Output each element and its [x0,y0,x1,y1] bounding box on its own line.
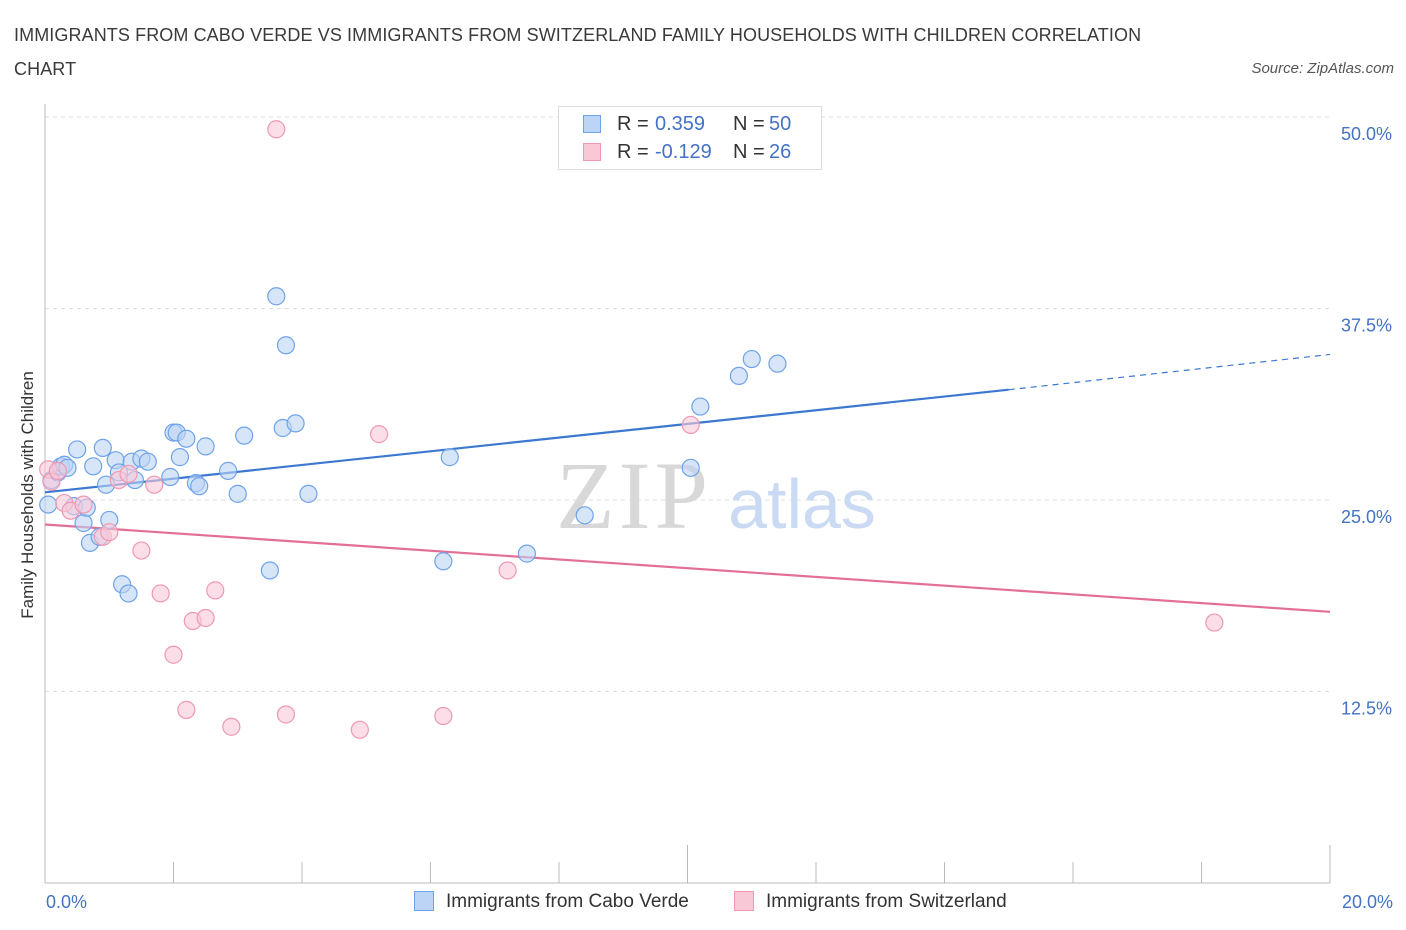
y-tick-labels: 12.5% 25.0% 37.5% 50.0% [1341,124,1392,719]
cabo-verde-point [228,484,247,503]
legend-n-label: N = [733,141,765,163]
switzerland-point [119,464,138,484]
cabo-verde-point [440,448,459,467]
switzerland-point [132,541,151,560]
watermark: ZIP atlas [556,442,876,549]
legend-n-value: 50 [769,113,792,135]
watermark-zip: ZIP [556,442,712,549]
cabo-verde-point [39,495,58,514]
series-name-cabo-verde: Immigrants from Cabo Verde [446,891,689,912]
switzerland-point [177,700,196,719]
switzerland-point [164,645,183,664]
y-tick-label: 50.0% [1341,124,1392,144]
series-name-switzerland: Immigrants from Switzerland [766,891,1007,912]
switzerland-point [276,705,296,724]
grid-lines [45,116,1330,692]
cabo-verde-point [119,584,138,603]
switzerland-point [498,561,517,580]
cabo-verde-point [138,452,157,471]
switzerland-point [681,415,700,435]
cabo-verde-point [299,484,318,503]
correlation-legend: R = 0.359 N = 50 R = -0.129 N = 26 [558,106,822,170]
source-label: Source: ZipAtlas.com [1251,60,1394,77]
cabo-verde-point [681,458,700,477]
cabo-verde-point [742,349,761,369]
cabo-verde-point [517,544,536,563]
cabo-verde-point [691,397,710,416]
switzerland-point [1205,613,1224,632]
cabo-verde-point [84,457,103,476]
cabo-verde-point [177,429,196,448]
switzerland-point [151,584,170,603]
trendline-cabo-verde [44,388,1009,494]
switzerland-point [74,495,93,514]
y-tick-label: 25.0% [1341,507,1392,527]
series-swatch-cabo-verde [414,891,434,911]
trendline-switzerland [44,523,1331,613]
cabo-verde-point [93,438,112,458]
cabo-verde-point [161,467,180,487]
legend-n-value: 26 [769,141,792,163]
y-axis-label: Family Households with Children [18,371,37,619]
switzerland-point [48,461,67,480]
cabo-verde-point [170,448,190,467]
legend-n-label: N = [733,113,765,135]
x-tick-label: 20.0% [1342,892,1393,912]
data-points [39,120,1224,739]
switzerland-point [434,706,453,726]
legend-r-value: 0.359 [655,113,706,135]
switzerland-point [196,608,215,628]
series-swatch-switzerland [734,891,754,911]
switzerland-point [370,425,389,444]
switzerland-point [222,717,241,736]
cabo-verde-point [74,513,93,533]
trendlines [44,353,1331,613]
cabo-verde-point [768,354,787,373]
y-tick-label: 12.5% [1341,699,1392,719]
switzerland-point [145,475,164,494]
legend-swatch-cabo-verde [583,115,601,133]
cabo-verde-point [276,336,296,355]
x-tick-label: 0.0% [46,892,87,912]
chart-title: IMMIGRANTS FROM CABO VERDE VS IMMIGRANTS… [14,25,1142,79]
cabo-verde-point [286,414,305,433]
cabo-verde-point [267,287,286,306]
series-legend-switzerland: Immigrants from Switzerland [734,888,1007,916]
cabo-verde-point [434,552,453,571]
legend-r-value: -0.129 [655,141,712,163]
trendline-cabo-verde-extension [1008,353,1331,391]
series-legend-cabo-verde: Immigrants from Cabo Verde [414,888,689,916]
legend-r-label: R = [617,113,649,135]
cabo-verde-point [729,366,749,386]
legend-swatch-switzerland [583,143,601,161]
switzerland-point [206,581,225,600]
y-tick-label: 37.5% [1341,316,1392,336]
switzerland-point [350,720,369,739]
axes [44,104,1331,884]
cabo-verde-point [235,426,254,445]
watermark-atlas: atlas [728,465,876,543]
x-tick-labels: 0.0% 20.0% [46,892,1393,912]
cabo-verde-point [196,437,215,456]
cabo-verde-point [190,477,209,496]
cabo-verde-point [575,506,594,525]
cabo-verde-point [68,440,87,459]
switzerland-point [267,120,286,139]
cabo-verde-point [219,461,238,480]
legend-r-label: R = [617,141,649,163]
switzerland-point [100,523,119,542]
cabo-verde-point [260,561,279,580]
